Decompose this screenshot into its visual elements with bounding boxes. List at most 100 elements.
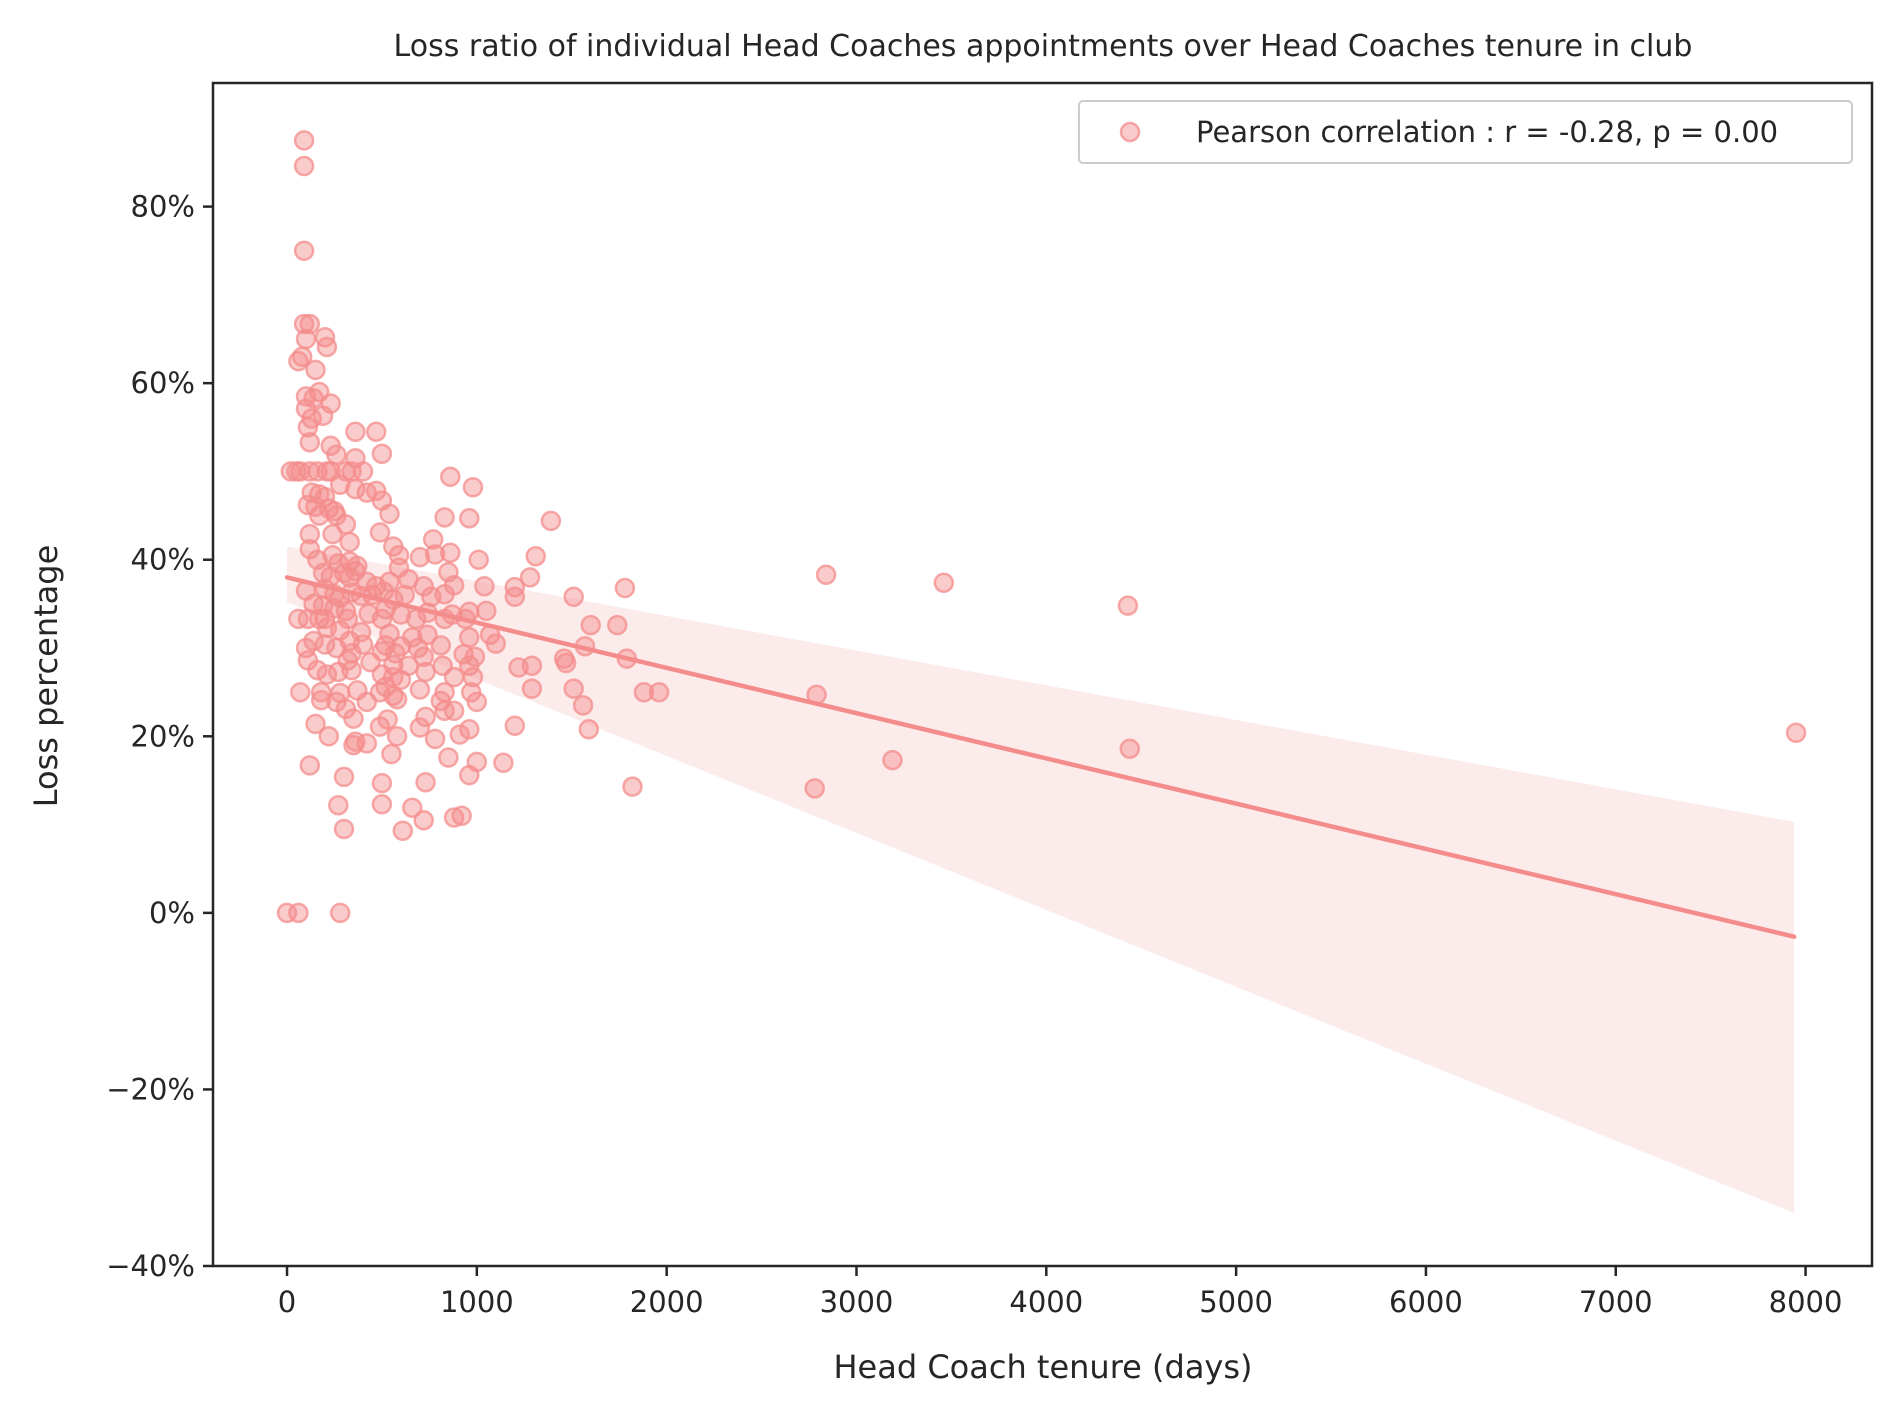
data-point xyxy=(405,608,427,630)
data-point xyxy=(485,633,507,654)
data-point xyxy=(555,652,577,674)
data-point xyxy=(379,503,400,525)
y-tick-label: 0% xyxy=(149,896,195,930)
y-axis-label: Loss percentage xyxy=(27,545,65,808)
data-point xyxy=(430,635,452,656)
x-tick-label: 6000 xyxy=(1389,1285,1463,1319)
data-point xyxy=(379,623,400,645)
legend: Pearson correlation : r = -0.28, p = 0.0… xyxy=(1078,100,1853,164)
data-point xyxy=(459,507,480,529)
data-point xyxy=(299,755,321,776)
data-point xyxy=(293,313,315,335)
data-point xyxy=(352,461,374,482)
data-point xyxy=(343,708,364,729)
y-tick-label: 20% xyxy=(131,719,195,753)
data-point xyxy=(459,655,480,676)
data-point xyxy=(394,584,415,606)
data-point xyxy=(402,797,423,819)
data-point xyxy=(293,155,315,177)
data-point xyxy=(293,130,315,151)
chart-title: Loss ratio of individual Head Coaches ap… xyxy=(394,29,1693,64)
data-point xyxy=(295,328,317,350)
data-point xyxy=(288,902,309,924)
legend-box xyxy=(1078,100,1853,164)
data-point xyxy=(309,505,330,526)
legend-entry: Pearson correlation : r = -0.28, p = 0.0… xyxy=(1196,115,1778,149)
data-point xyxy=(424,544,446,565)
data-point xyxy=(345,478,366,500)
data-point xyxy=(341,659,362,681)
data-point xyxy=(422,529,444,550)
data-point xyxy=(415,706,436,728)
data-point xyxy=(474,575,495,597)
data-point xyxy=(434,583,455,605)
data-point xyxy=(299,432,321,453)
data-point xyxy=(415,661,436,683)
x-axis-label: Head Coach tenure (days) xyxy=(833,1348,1252,1386)
data-point xyxy=(563,678,584,699)
y-tick-label: −40% xyxy=(106,1249,195,1283)
data-point xyxy=(343,734,364,756)
data-point xyxy=(521,678,543,699)
data-point xyxy=(291,346,313,367)
x-tick-label: 2000 xyxy=(630,1285,704,1319)
axes-frame xyxy=(211,81,1874,1268)
data-point xyxy=(371,794,393,815)
x-tick-label: 0 xyxy=(278,1285,296,1319)
y-tick-label: 60% xyxy=(131,366,195,400)
data-point xyxy=(614,577,636,599)
y-tick-label: −20% xyxy=(106,1072,195,1106)
data-point xyxy=(310,689,332,711)
data-point xyxy=(449,724,471,745)
data-point xyxy=(519,567,541,588)
data-point xyxy=(365,421,387,442)
data-point xyxy=(314,634,336,655)
data-point xyxy=(468,549,489,570)
data-point xyxy=(882,749,903,771)
data-point xyxy=(413,809,434,831)
data-point xyxy=(607,614,628,636)
data-point xyxy=(434,700,455,721)
data-point xyxy=(293,240,315,261)
data-point xyxy=(1117,595,1139,616)
data-point xyxy=(297,417,319,438)
x-tick-label: 1000 xyxy=(440,1285,514,1319)
data-point xyxy=(371,443,393,465)
confidence-band xyxy=(287,546,1795,1214)
data-point xyxy=(521,655,543,676)
data-point xyxy=(504,715,526,736)
data-point xyxy=(299,313,321,335)
x-tick-label: 7000 xyxy=(1579,1285,1653,1319)
data-point xyxy=(290,681,311,703)
data-point xyxy=(804,778,825,799)
data-point xyxy=(333,766,355,788)
data-point xyxy=(460,681,482,703)
data-point xyxy=(440,542,461,563)
data-point xyxy=(299,523,321,545)
data-point xyxy=(493,752,514,774)
data-point xyxy=(438,747,459,768)
data-point xyxy=(815,564,837,585)
data-point xyxy=(1785,722,1807,744)
data-point xyxy=(933,572,955,593)
x-tick-label: 5000 xyxy=(1199,1285,1273,1319)
data-point xyxy=(386,688,408,710)
data-point xyxy=(316,336,338,358)
data-point xyxy=(369,716,391,737)
data-point xyxy=(563,586,584,608)
x-tick-label: 8000 xyxy=(1769,1285,1843,1319)
data-point xyxy=(409,546,431,568)
data-point xyxy=(633,681,655,703)
data-point xyxy=(434,507,455,528)
data-point xyxy=(415,771,436,793)
data-point xyxy=(462,666,484,688)
data-point xyxy=(312,405,334,427)
data-point xyxy=(329,474,351,495)
data-point xyxy=(462,477,484,498)
data-point xyxy=(440,466,461,487)
data-point xyxy=(540,510,562,532)
data-point xyxy=(459,764,480,786)
y-tick-label: 80% xyxy=(131,190,195,224)
